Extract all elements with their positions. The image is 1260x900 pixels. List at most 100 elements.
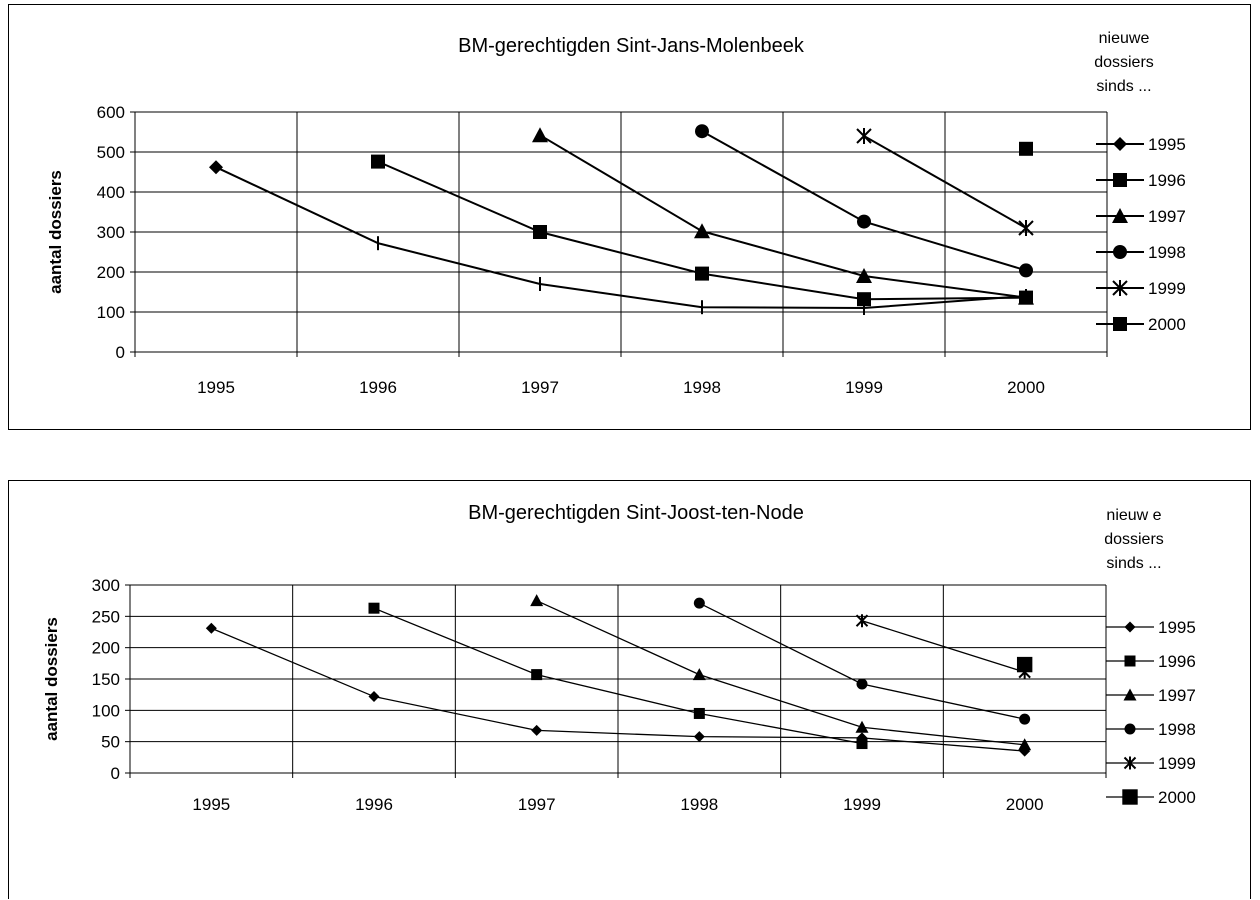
y-tick-label: 400 <box>97 183 125 202</box>
legend-marker-2000 <box>1113 317 1127 331</box>
y-tick-label: 200 <box>92 639 120 658</box>
data-point-1996-1996 <box>368 602 380 614</box>
legend-label-1996: 1996 <box>1148 171 1186 190</box>
legend-title: sinds ... <box>1096 78 1151 95</box>
y-tick-label: 300 <box>97 223 125 242</box>
data-point-1997-1998 <box>692 668 706 681</box>
chart-sint-joost-svg: BM-gerechtigden Sint-Joost-ten-Node 0 50 10… <box>42 502 1196 814</box>
x-tick-label: 2000 <box>1006 795 1044 814</box>
data-point-1996-1997 <box>531 669 543 681</box>
data-point-1998-2000 <box>1019 263 1033 278</box>
legend-marker-1999 <box>1123 756 1137 770</box>
legend-label-1999: 1999 <box>1158 754 1196 773</box>
data-point-1998-1999 <box>856 678 868 690</box>
legend-label-2000: 2000 <box>1158 788 1196 807</box>
data-point-1996-1998 <box>693 707 705 719</box>
legend-title: sinds ... <box>1106 555 1161 572</box>
data-point-1997-1998 <box>694 223 710 239</box>
series-line-1999 <box>863 135 1027 229</box>
data-point-1998-2000 <box>1019 713 1031 725</box>
data-point-1995-1998 <box>693 731 705 743</box>
y-axis-label: aantal dossiers <box>42 617 61 741</box>
legend-label-1997: 1997 <box>1158 686 1196 705</box>
data-point-1997-1999 <box>855 720 869 733</box>
x-tick-label: 1996 <box>359 378 397 397</box>
legend-title: dossiers <box>1104 531 1164 548</box>
data-point-1998-1999 <box>857 214 871 229</box>
series-line-1997 <box>536 600 1025 746</box>
y-tick-label: 250 <box>92 607 120 626</box>
legend-marker-1995 <box>1113 137 1127 151</box>
data-point-1998-1998 <box>695 124 709 139</box>
data-point-1995-1995 <box>205 622 217 634</box>
y-tick-label: 0 <box>111 764 120 783</box>
data-point-1995-1997 <box>531 724 543 736</box>
legend-marker-1997 <box>1112 208 1128 223</box>
x-tick-label: 2000 <box>1007 378 1045 397</box>
legend-label-1996: 1996 <box>1158 652 1196 671</box>
series-line-1999 <box>861 620 1025 673</box>
x-tick-label: 1995 <box>192 795 230 814</box>
legend-marker-1999 <box>1112 280 1128 296</box>
series-line-1997 <box>539 134 1027 299</box>
data-point-1997-1997 <box>530 594 544 607</box>
data-point-1997-1999 <box>856 268 872 283</box>
x-tick-label: 1995 <box>197 378 235 397</box>
data-point-1996-1999 <box>857 292 871 307</box>
data-point-1996-1998 <box>695 266 709 281</box>
legend-label-1997: 1997 <box>1148 207 1186 226</box>
legend-label-1998: 1998 <box>1148 243 1186 262</box>
data-point-1999-1999 <box>855 614 869 628</box>
data-point-1995-1996 <box>368 691 380 703</box>
series-line-1995 <box>211 627 1025 752</box>
x-tick-label: 1998 <box>683 378 721 397</box>
legend-label-1995: 1995 <box>1148 135 1186 154</box>
legend-title: dossiers <box>1094 54 1154 71</box>
data-point-1995-1995 <box>209 160 223 175</box>
data-point-1996-1996 <box>371 154 385 169</box>
y-tick-label: 150 <box>92 670 120 689</box>
data-point-1996-1997 <box>533 225 547 239</box>
y-tick-label: 0 <box>116 343 125 362</box>
x-tick-label: 1999 <box>845 378 883 397</box>
data-point-1998-1998 <box>693 597 705 609</box>
y-tick-label: 200 <box>97 263 125 282</box>
y-tick-label: 500 <box>97 143 125 162</box>
data-point-1997-1997 <box>532 127 548 143</box>
x-tick-label: 1997 <box>518 795 556 814</box>
data-point-2000-2000 <box>1016 656 1033 673</box>
legend-label-2000: 2000 <box>1148 315 1186 334</box>
legend-marker-2000 <box>1122 789 1138 805</box>
chart-molenbeek-svg: BM-gerechtigden Sint-Jans-Molenbeek 0 100 2… <box>46 30 1186 397</box>
legend-marker-1998 <box>1113 245 1127 259</box>
chart-title: BM-gerechtigden Sint-Joost-ten-Node <box>468 502 804 524</box>
legend-title: nieuwe <box>1099 30 1150 47</box>
chart-title: BM-gerechtigden Sint-Jans-Molenbeek <box>458 35 805 57</box>
legend-marker-1996 <box>1113 173 1127 187</box>
legend-marker-1995 <box>1124 621 1136 633</box>
x-tick-label: 1996 <box>355 795 393 814</box>
data-point-1996-1999 <box>856 738 868 750</box>
data-point-1997-2000 <box>1018 738 1032 751</box>
data-point-2000-2000 <box>1019 141 1033 156</box>
chart-sint-joost: BM-gerechtigden Sint-Joost-ten-Node 0 50 10… <box>8 480 1251 899</box>
x-tick-label: 1998 <box>680 795 718 814</box>
legend-label-1995: 1995 <box>1158 618 1196 637</box>
legend-marker-1997 <box>1123 688 1137 701</box>
x-tick-label: 1997 <box>521 378 559 397</box>
data-point-1999-1999 <box>856 128 872 144</box>
y-tick-label: 50 <box>101 733 120 752</box>
data-point-1995-2000 <box>1019 745 1031 757</box>
legend-marker-1996 <box>1124 655 1136 667</box>
legend-marker-1998 <box>1124 723 1136 735</box>
chart-molenbeek: BM-gerechtigden Sint-Jans-Molenbeek 0 100 2… <box>8 4 1251 430</box>
data-point-1999-2000 <box>1018 220 1034 236</box>
legend-label-1999: 1999 <box>1148 279 1186 298</box>
y-tick-label: 100 <box>92 701 120 720</box>
y-tick-label: 300 <box>92 576 120 595</box>
y-axis-label: aantal dossiers <box>46 170 65 294</box>
data-point-1997-2000 <box>1018 289 1034 305</box>
series-line-1996 <box>373 607 863 745</box>
legend-title: nieuw e <box>1106 507 1161 524</box>
y-tick-label: 600 <box>97 103 125 122</box>
